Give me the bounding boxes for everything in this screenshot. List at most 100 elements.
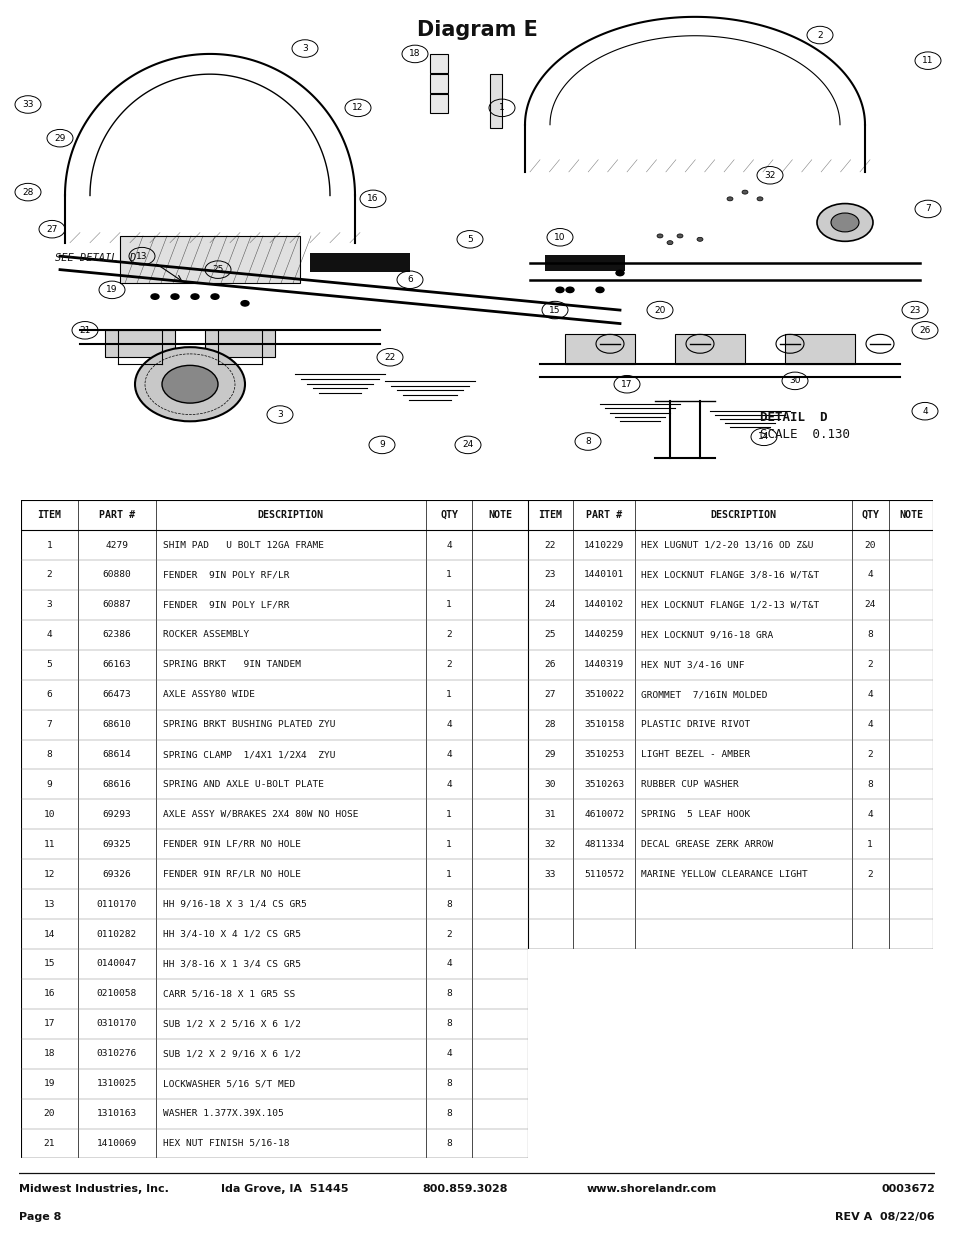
Text: SPRING AND AXLE U-BOLT PLATE: SPRING AND AXLE U-BOLT PLATE <box>163 781 324 789</box>
Bar <box>105 330 174 357</box>
Text: 31: 31 <box>544 810 556 819</box>
Text: 18: 18 <box>44 1050 55 1058</box>
Text: 5110572: 5110572 <box>583 869 623 878</box>
Text: 1410069: 1410069 <box>96 1139 136 1149</box>
Text: 4: 4 <box>866 571 872 579</box>
Text: HEX NUT FINISH 5/16-18: HEX NUT FINISH 5/16-18 <box>163 1139 290 1149</box>
Text: LIGHT BEZEL - AMBER: LIGHT BEZEL - AMBER <box>640 750 750 760</box>
Bar <box>430 54 448 73</box>
Text: 29: 29 <box>54 133 66 143</box>
Text: SUB 1/2 X 2 9/16 X 6 1/2: SUB 1/2 X 2 9/16 X 6 1/2 <box>163 1050 301 1058</box>
Text: REV A  08/22/06: REV A 08/22/06 <box>835 1213 934 1223</box>
Text: 13: 13 <box>44 899 55 909</box>
Circle shape <box>151 294 159 299</box>
Text: 1: 1 <box>446 690 452 699</box>
Text: 8: 8 <box>446 1109 452 1118</box>
Text: HEX LOCKNUT FLANGE 1/2-13 W/T&T: HEX LOCKNUT FLANGE 1/2-13 W/T&T <box>640 600 819 609</box>
Text: 1: 1 <box>446 840 452 848</box>
Circle shape <box>726 196 732 201</box>
Circle shape <box>171 294 179 299</box>
Text: 15: 15 <box>44 960 55 968</box>
Text: 4: 4 <box>446 541 452 550</box>
Text: PART #: PART # <box>585 510 621 520</box>
Bar <box>430 74 448 93</box>
Text: 1: 1 <box>446 600 452 609</box>
Text: 20: 20 <box>654 305 665 315</box>
Text: 25: 25 <box>213 266 223 274</box>
Circle shape <box>657 233 662 238</box>
Text: 4279: 4279 <box>105 541 128 550</box>
Bar <box>490 74 501 128</box>
Circle shape <box>211 294 219 299</box>
Text: HH 3/8-16 X 1 3/4 CS GR5: HH 3/8-16 X 1 3/4 CS GR5 <box>163 960 301 968</box>
Text: 800.859.3028: 800.859.3028 <box>421 1183 507 1193</box>
Text: 25: 25 <box>544 630 556 640</box>
Text: 1410229: 1410229 <box>583 541 623 550</box>
Text: 8: 8 <box>866 781 872 789</box>
Text: SUB 1/2 X 2 5/16 X 6 1/2: SUB 1/2 X 2 5/16 X 6 1/2 <box>163 1019 301 1029</box>
Text: 22: 22 <box>544 541 556 550</box>
Text: 6: 6 <box>407 275 413 284</box>
Text: 0310276: 0310276 <box>96 1050 136 1058</box>
Text: 11: 11 <box>44 840 55 848</box>
Text: 10: 10 <box>44 810 55 819</box>
Bar <box>310 253 410 272</box>
Text: NOTE: NOTE <box>898 510 922 520</box>
Text: 15: 15 <box>549 305 560 315</box>
Text: HEX LOCKNUT 9/16-18 GRA: HEX LOCKNUT 9/16-18 GRA <box>640 630 773 640</box>
Circle shape <box>565 288 574 293</box>
Text: 12: 12 <box>352 104 363 112</box>
Text: DETAIL  D: DETAIL D <box>760 411 826 424</box>
Text: 24: 24 <box>544 600 556 609</box>
Text: 3510022: 3510022 <box>583 690 623 699</box>
Circle shape <box>757 196 762 201</box>
Text: 30: 30 <box>544 781 556 789</box>
Text: 23: 23 <box>544 571 556 579</box>
Text: 3510263: 3510263 <box>583 781 623 789</box>
Text: HEX LOCKNUT FLANGE 3/8-16 W/T&T: HEX LOCKNUT FLANGE 3/8-16 W/T&T <box>640 571 819 579</box>
Text: 13: 13 <box>136 252 148 261</box>
Text: FENDER  9IN POLY LF/RR: FENDER 9IN POLY LF/RR <box>163 600 290 609</box>
Text: 32: 32 <box>544 840 556 848</box>
Bar <box>430 94 448 114</box>
Text: PLASTIC DRIVE RIVOT: PLASTIC DRIVE RIVOT <box>640 720 750 729</box>
Text: HEX LUGNUT 1/2-20 13/16 OD Z&U: HEX LUGNUT 1/2-20 13/16 OD Z&U <box>640 541 813 550</box>
Text: 23: 23 <box>908 305 920 315</box>
Text: 3510253: 3510253 <box>583 750 623 760</box>
Circle shape <box>616 270 623 275</box>
Circle shape <box>816 204 872 241</box>
Text: 8: 8 <box>446 899 452 909</box>
Text: 20: 20 <box>863 541 875 550</box>
Text: ROCKER ASSEMBLY: ROCKER ASSEMBLY <box>163 630 250 640</box>
Text: 10: 10 <box>554 232 565 242</box>
Text: AXLE ASSY W/BRAKES 2X4 80W NO HOSE: AXLE ASSY W/BRAKES 2X4 80W NO HOSE <box>163 810 358 819</box>
Text: 29: 29 <box>544 750 556 760</box>
Text: 2: 2 <box>866 661 872 669</box>
Text: 68614: 68614 <box>102 750 131 760</box>
Text: HH 3/4-10 X 4 1/2 CS GR5: HH 3/4-10 X 4 1/2 CS GR5 <box>163 930 301 939</box>
Bar <box>205 330 274 357</box>
Text: 19: 19 <box>106 285 117 294</box>
Text: 0210058: 0210058 <box>96 989 136 998</box>
Text: 4: 4 <box>922 406 927 416</box>
Text: SCALE  0.130: SCALE 0.130 <box>760 429 849 441</box>
Text: 1440319: 1440319 <box>583 661 623 669</box>
Text: 8: 8 <box>446 1139 452 1149</box>
Text: QTY: QTY <box>861 510 879 520</box>
Circle shape <box>135 347 245 421</box>
Text: GROMMET  7/16IN MOLDED: GROMMET 7/16IN MOLDED <box>640 690 767 699</box>
Text: 27: 27 <box>47 225 57 233</box>
Text: 60880: 60880 <box>102 571 131 579</box>
Text: 3: 3 <box>302 44 308 53</box>
Text: 5: 5 <box>467 235 473 243</box>
Text: 1440259: 1440259 <box>583 630 623 640</box>
Bar <box>120 236 299 283</box>
Circle shape <box>241 300 249 306</box>
Text: 22: 22 <box>384 353 395 362</box>
Text: 28: 28 <box>22 188 33 196</box>
Text: 11: 11 <box>922 56 933 65</box>
Circle shape <box>556 288 563 293</box>
Text: DESCRIPTION: DESCRIPTION <box>257 510 323 520</box>
Text: Page 8: Page 8 <box>19 1213 61 1223</box>
Text: 19: 19 <box>44 1079 55 1088</box>
